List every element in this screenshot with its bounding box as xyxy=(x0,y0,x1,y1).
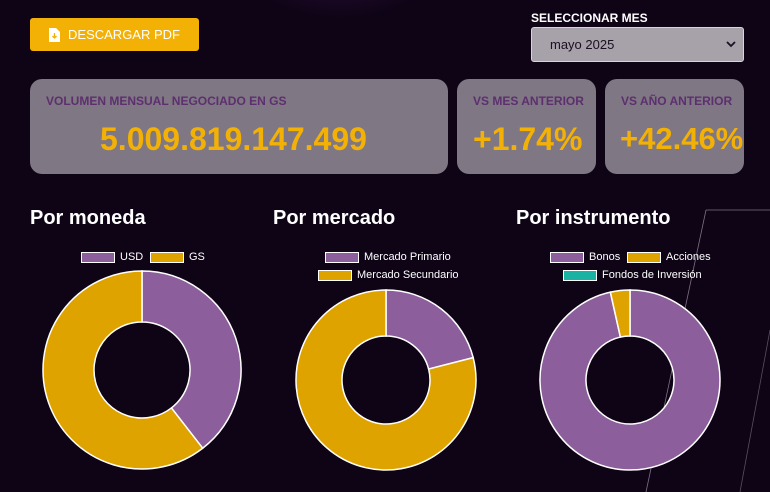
legend-item-fondos[interactable]: Fondos de Inversión xyxy=(563,269,702,281)
donut-slice-mercado-primario[interactable] xyxy=(385,289,475,370)
donut-slice-bonos[interactable] xyxy=(539,289,721,471)
pdf-file-icon xyxy=(49,27,61,42)
kpi-card-vs-year: VS AÑO ANTERIOR +42.46% xyxy=(605,79,744,174)
legend-swatch-usd xyxy=(81,251,115,263)
donut-slice-usd[interactable] xyxy=(141,270,242,450)
legend-label-mercado-secundario: Mercado Secundario xyxy=(357,269,459,281)
chart-title-mercado: Por mercado xyxy=(273,207,396,229)
chart-title-moneda: Por moneda xyxy=(30,207,146,229)
legend-swatch-acciones xyxy=(627,251,661,263)
legend-label-usd: USD xyxy=(120,251,144,263)
kpi-card-volume: VOLUMEN MENSUAL NEGOCIADO EN GS 5.009.81… xyxy=(30,79,448,174)
donut-slice-gs[interactable] xyxy=(42,270,204,470)
legend-label-acciones: Acciones xyxy=(666,251,711,263)
donut-slice-mercado-secundario[interactable] xyxy=(295,289,477,471)
kpi-card-vs-month: VS MES ANTERIOR +1.74% xyxy=(457,79,596,174)
month-select[interactable]: mayo 2025 xyxy=(531,27,744,62)
legend-swatch-mercado-primario xyxy=(325,251,359,263)
legend-item-gs[interactable]: GS xyxy=(150,251,205,263)
kpi-vs-month-value: +1.74% xyxy=(473,121,583,157)
legend-label-gs: GS xyxy=(189,251,205,263)
donut-slice-acciones[interactable] xyxy=(609,289,631,338)
month-select-value: mayo 2025 xyxy=(550,37,615,52)
legend-label-bonos: Bonos xyxy=(589,251,621,263)
legend-swatch-gs xyxy=(150,251,184,263)
kpi-vs-year-title: VS AÑO ANTERIOR xyxy=(621,94,733,108)
legend-item-usd[interactable]: USD xyxy=(81,251,143,263)
legend-swatch-mercado-secundario xyxy=(318,269,352,281)
legend-item-acciones[interactable]: Acciones xyxy=(627,251,711,263)
kpi-volume-value: 5.009.819.147.499 xyxy=(100,121,367,157)
legend-label-fondos: Fondos de Inversión xyxy=(602,269,702,281)
download-pdf-label: DESCARGAR PDF xyxy=(68,27,180,42)
kpi-vs-month-title: VS MES ANTERIOR xyxy=(473,94,584,108)
chart-title-instrumento: Por instrumento xyxy=(516,207,671,229)
legend-swatch-fondos xyxy=(563,269,597,281)
legend-swatch-bonos xyxy=(550,251,584,263)
legend-item-mercado-primario[interactable]: Mercado Primario xyxy=(325,251,451,263)
legend-item-bonos[interactable]: Bonos xyxy=(550,251,620,263)
kpi-volume-title: VOLUMEN MENSUAL NEGOCIADO EN GS xyxy=(46,94,287,108)
legend-label-mercado-primario: Mercado Primario xyxy=(364,251,451,263)
legend-item-mercado-secundario[interactable]: Mercado Secundario xyxy=(318,269,459,281)
chevron-down-icon xyxy=(726,41,736,48)
month-selector-label: SELECCIONAR MES xyxy=(531,11,648,25)
download-pdf-button[interactable]: DESCARGAR PDF xyxy=(30,18,199,51)
kpi-vs-year-value: +42.46% xyxy=(620,121,744,156)
